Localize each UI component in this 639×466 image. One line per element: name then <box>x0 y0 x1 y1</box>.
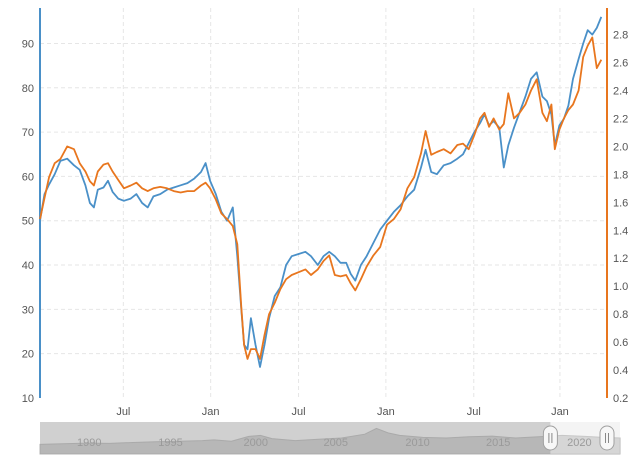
right-tick-label: 2.0 <box>613 141 628 153</box>
right-tick-label: 2.2 <box>613 113 628 125</box>
handle-body[interactable] <box>599 425 615 451</box>
left-tick-label: 50 <box>22 216 34 228</box>
series-line-left-axis <box>39 16 603 368</box>
right-tick-label: 2.8 <box>613 30 628 42</box>
navigator-right-handle[interactable] <box>599 425 615 451</box>
right-tick-label: 1.4 <box>613 225 628 237</box>
x-tick-label: Jul <box>292 406 306 418</box>
left-tick-label: 60 <box>22 171 34 183</box>
left-tick-label: 70 <box>22 127 34 139</box>
navigator-year-label: 2015 <box>486 437 510 449</box>
right-tick-label: 1.8 <box>613 169 628 181</box>
x-tick-label: Jul <box>116 406 130 418</box>
series-line-right-axis <box>39 36 603 360</box>
left-tick-label: 20 <box>22 349 34 361</box>
navigator-year-label: 2020 <box>567 437 591 449</box>
x-tick-label: Jan <box>377 406 395 418</box>
right-tick-label: 0.2 <box>613 393 628 405</box>
left-tick-label: 40 <box>22 260 34 272</box>
left-tick-label: 80 <box>22 83 34 95</box>
right-tick-label: 0.4 <box>613 365 628 377</box>
x-tick-label: Jan <box>551 406 569 418</box>
navigator-year-label: 1995 <box>158 437 182 449</box>
right-tick-label: 2.4 <box>613 85 628 97</box>
left-y-axis: 10 20 30 40 50 60 70 80 90 <box>22 8 41 405</box>
right-tick-label: 2.6 <box>613 58 628 70</box>
left-tick-label: 10 <box>22 393 34 405</box>
x-axis: Jul Jan Jul Jan Jul Jan <box>116 406 568 418</box>
right-tick-label: 0.6 <box>613 337 628 349</box>
range-navigator[interactable]: 1990 1995 2000 2005 2010 2015 2020 <box>39 422 621 455</box>
x-tick-label: Jul <box>467 406 481 418</box>
x-tick-label: Jan <box>202 406 220 418</box>
right-tick-label: 1.2 <box>613 253 628 265</box>
right-tick-label: 1.6 <box>613 197 628 209</box>
left-tick-label: 90 <box>22 38 34 50</box>
grid <box>40 8 607 398</box>
right-tick-label: 0.8 <box>613 309 628 321</box>
navigator-year-label: 2005 <box>324 437 348 449</box>
navigator-year-label: 2000 <box>244 437 268 449</box>
right-tick-label: 1.0 <box>613 281 628 293</box>
left-tick-label: 30 <box>22 304 34 316</box>
navigator-mask <box>40 422 551 454</box>
navigator-year-label: 2010 <box>405 437 429 449</box>
handle-body[interactable] <box>542 425 558 451</box>
series-layer <box>39 16 603 368</box>
navigator-year-label: 1990 <box>77 437 101 449</box>
right-y-axis: 0.2 0.4 0.6 0.8 1.0 1.2 1.4 1.6 1.8 2.0 2.2 2.4 2.6 2… <box>606 8 628 405</box>
navigator-left-handle[interactable] <box>542 425 558 451</box>
